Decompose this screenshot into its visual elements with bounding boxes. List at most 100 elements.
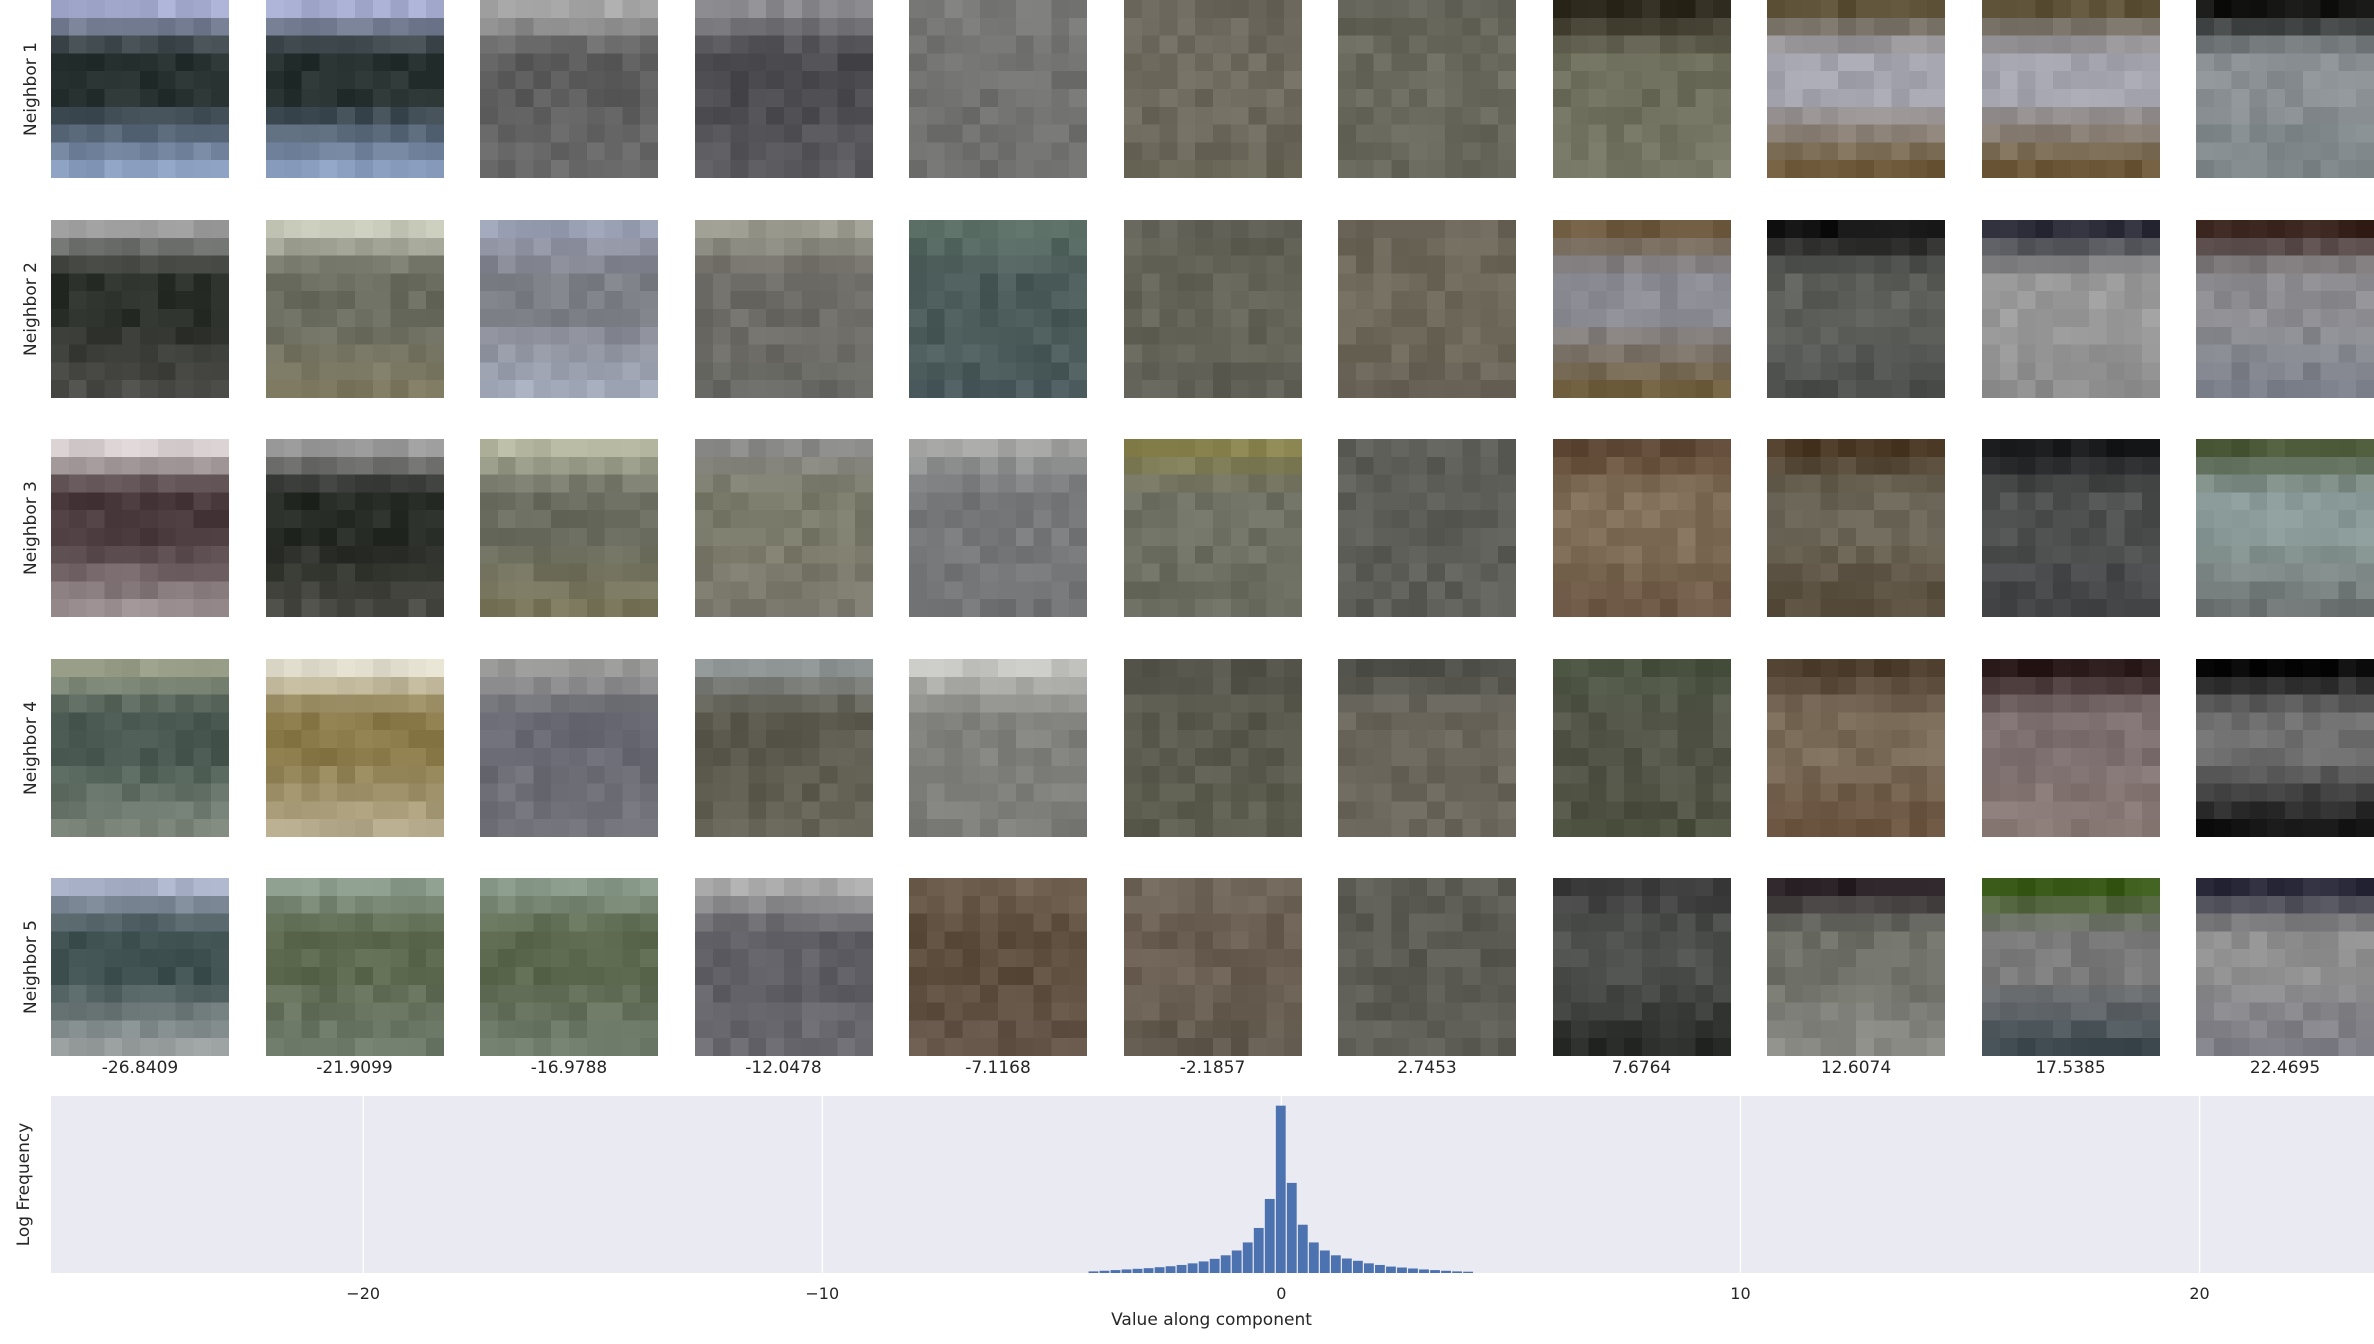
patch-tile-r5-c8: [1552, 878, 1731, 1056]
column-value-label-9: 12.6074: [1820, 1058, 1892, 1078]
patch-tile-r3-c7: [1338, 439, 1516, 617]
patch-tile-r1-c11: [2196, 0, 2374, 178]
patch-tile-r1-c2: [265, 0, 444, 178]
patch-tile-r4-c6: [1123, 658, 1302, 837]
patch-tile-r2-c8: [1552, 219, 1731, 398]
patch-tile-r2-c10: [1981, 219, 2160, 398]
histogram-bar: [1452, 1271, 1462, 1273]
patch-tile-r1-c5: [909, 0, 1087, 178]
patch-tile-r1-c6: [1123, 0, 1302, 178]
column-value-label-5: -7.1168: [965, 1058, 1031, 1078]
patch-tile-r3-c6: [1123, 439, 1302, 617]
patch-tile-r5-c6: [1123, 878, 1302, 1056]
histogram-bar: [1154, 1267, 1165, 1273]
column-value-label-6: -2.1857: [1179, 1058, 1246, 1078]
patch-tile-r4-c4: [694, 658, 873, 837]
patch-tile-r2-c1: [51, 219, 229, 398]
patch-tile-r1-c7: [1338, 0, 1516, 178]
patch-tile-r4-c2: [265, 658, 444, 837]
patch-tile-r1-c8: [1552, 0, 1731, 178]
histogram-bar: [1386, 1266, 1396, 1273]
patch-tile-r5-c3: [480, 878, 658, 1056]
patch-tile-r3-c9: [1767, 439, 1945, 617]
patch-tile-r3-c5: [909, 439, 1087, 617]
patch-tile-r3-c1: [51, 439, 229, 617]
patch-tile-r5-c7: [1338, 878, 1516, 1056]
histogram-bar: [1099, 1270, 1110, 1273]
patch-tile-r3-c8: [1552, 439, 1731, 617]
patch-tile-r2-c7: [1338, 219, 1516, 398]
column-value-label-8: 7.6764: [1611, 1058, 1672, 1078]
histogram-bar: [1308, 1242, 1319, 1273]
x-tick-label-2: 0: [1276, 1284, 1286, 1303]
patch-tile-r4-c1: [51, 658, 229, 837]
patch-tile-r2-c3: [480, 219, 658, 398]
x-tick-label-3: 10: [1730, 1284, 1750, 1303]
histogram-bar: [1319, 1250, 1330, 1273]
patch-tile-r5-c2: [265, 878, 444, 1056]
patch-tile-r3-c11: [2196, 439, 2374, 617]
histogram-bar: [1187, 1263, 1198, 1273]
histogram-bar: [1121, 1269, 1132, 1273]
patch-tile-r4-c8: [1552, 658, 1731, 837]
x-tick-label-0: −20: [346, 1284, 380, 1303]
row-label-neighbor-2: Neighbor 2: [21, 261, 41, 356]
histogram-bar: [1110, 1270, 1121, 1273]
patch-tile-r2-c5: [909, 219, 1087, 398]
histogram-bar: [1352, 1260, 1363, 1273]
log-frequency-histogram: −20 −10 0 10 20 Value along component Log Freq…: [14, 1096, 2374, 1330]
histogram-bar: [1441, 1270, 1451, 1273]
patch-tile-r1-c4: [694, 0, 873, 178]
neighbor-tile-grid: Neighbor 1 Neighbor 2 Neighbor 3 Neighbor 4…: [21, 0, 2374, 1078]
histogram-bar: [1220, 1255, 1231, 1273]
plot-area: [51, 1096, 2374, 1273]
histogram-bar: [1397, 1267, 1407, 1273]
column-value-label-3: -16.9788: [530, 1058, 608, 1078]
patch-tile-r5-c9: [1767, 878, 1945, 1056]
histogram-bar: [1341, 1258, 1352, 1273]
patch-tile-r5-c10: [1981, 878, 2160, 1056]
x-tick-label-1: −10: [805, 1284, 839, 1303]
column-value-label-2: -21.9099: [316, 1058, 393, 1078]
patch-tile-r5-c5: [909, 878, 1087, 1056]
patch-tile-r2-c6: [1123, 219, 1302, 398]
patch-tile-r2-c9: [1767, 219, 1945, 398]
histogram-bar: [1143, 1268, 1154, 1273]
patch-tile-r4-c9: [1767, 658, 1945, 837]
patch-tile-r4-c11: [2196, 658, 2374, 837]
histogram-bar: [1408, 1268, 1418, 1273]
histogram-bar: [1330, 1255, 1341, 1273]
patch-tile-r1-c10: [1981, 0, 2160, 178]
patch-tile-r1-c1: [51, 0, 229, 178]
patch-tile-r4-c5: [909, 658, 1087, 837]
histogram-bar: [1463, 1271, 1473, 1273]
histogram-bar: [1231, 1250, 1242, 1273]
histogram-bar: [1088, 1271, 1099, 1273]
column-value-label-10: 17.5385: [2035, 1058, 2106, 1078]
patch-tile-r5-c1: [51, 878, 229, 1056]
histogram-bar: [1165, 1266, 1176, 1273]
patch-tile-r5-c4: [694, 878, 873, 1056]
row-label-neighbor-5: Neighbor 5: [21, 920, 41, 1014]
patch-tile-r3-c2: [265, 439, 444, 617]
histogram-bar: [1132, 1268, 1143, 1273]
patch-tile-r1-c3: [480, 0, 658, 178]
row-label-neighbor-1: Neighbor 1: [21, 42, 41, 136]
histogram-bar: [1264, 1198, 1275, 1273]
histogram-bar: [1176, 1264, 1187, 1273]
histogram-bar: [1253, 1227, 1264, 1273]
patch-tile-r5-c11: [2196, 878, 2374, 1056]
column-value-label-11: 22.4695: [2249, 1058, 2321, 1078]
histogram-bar: [1364, 1263, 1374, 1273]
patch-tile-r2-c11: [2196, 219, 2374, 398]
histogram-bar: [1286, 1182, 1297, 1273]
patch-tile-r2-c2: [265, 219, 444, 398]
x-tick-label-4: 20: [2189, 1284, 2209, 1303]
patch-tile-r3-c3: [480, 439, 658, 617]
row-label-neighbor-4: Neighbor 4: [21, 700, 41, 795]
column-value-label-1: -26.8409: [101, 1058, 179, 1078]
column-value-label-4: -12.0478: [745, 1058, 822, 1078]
histogram-bar: [1209, 1258, 1220, 1273]
patch-tile-r3-c10: [1981, 439, 2160, 617]
histogram-bar: [1275, 1105, 1286, 1273]
